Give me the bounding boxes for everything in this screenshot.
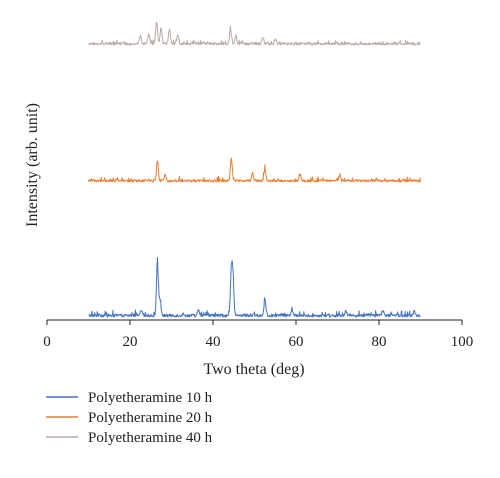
y-axis-title: Intensity (arb. unit)	[24, 103, 41, 227]
x-tick-label: 20	[123, 334, 138, 350]
x-tick-label: 40	[206, 334, 221, 350]
legend: Polyetheramine 10 h Polyetheramine 20 h Po…	[46, 390, 213, 446]
x-tick-label: 0	[43, 334, 51, 350]
series-line-2	[88, 157, 421, 183]
x-tick-label: 60	[289, 334, 304, 350]
x-tick-label: 100	[451, 334, 474, 350]
legend-label-2: Polyetheramine 20 h	[88, 410, 213, 426]
series-line-3	[88, 21, 421, 46]
plot-area	[47, 21, 462, 321]
legend-label-1: Polyetheramine 10 h	[88, 390, 213, 406]
legend-label-3: Polyetheramine 40 h	[88, 430, 213, 446]
x-axis-title: Two theta (deg)	[203, 361, 304, 378]
series-line-1	[88, 257, 421, 318]
x-tick-label: 80	[372, 334, 387, 350]
x-axis-ticks: 0 20 40 60 80 100	[43, 320, 473, 350]
